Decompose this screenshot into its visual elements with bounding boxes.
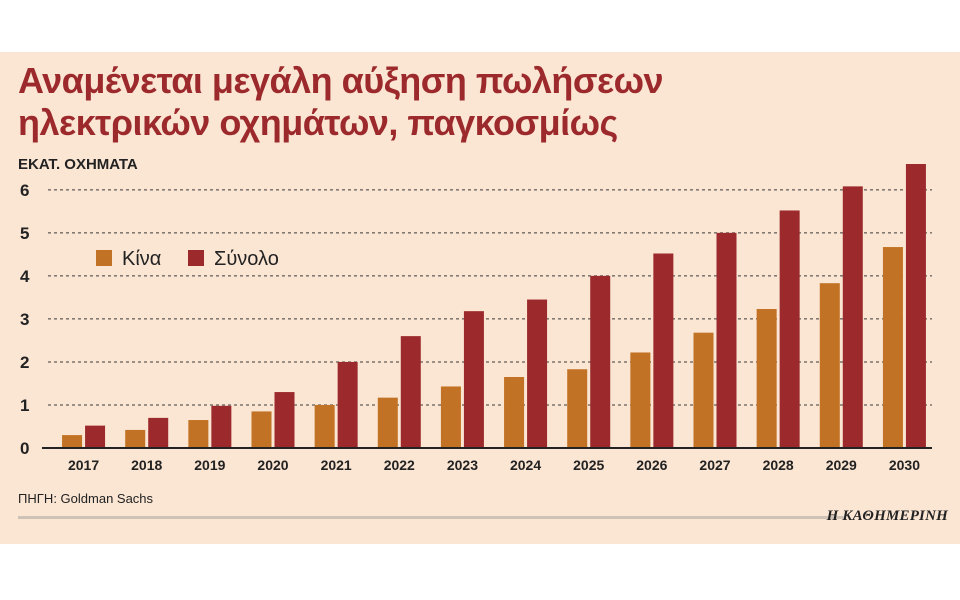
x-tick-label: 2025 xyxy=(573,457,604,473)
footer-rule xyxy=(18,516,844,519)
x-tick-label: 2024 xyxy=(510,457,541,473)
legend-swatch xyxy=(96,250,112,266)
y-tick-label: 3 xyxy=(20,310,29,329)
bar-total xyxy=(590,275,611,448)
y-tick-label: 5 xyxy=(20,224,29,243)
x-tick-label: 2019 xyxy=(194,457,225,473)
bar-china xyxy=(567,369,588,448)
y-tick-label: 6 xyxy=(20,181,29,200)
chart-panel xyxy=(0,52,960,544)
bar-china xyxy=(251,411,272,448)
bar-total xyxy=(274,392,295,448)
bar-total xyxy=(527,299,548,448)
x-tick-label: 2028 xyxy=(763,457,794,473)
bar-total xyxy=(148,417,169,448)
x-tick-label: 2026 xyxy=(636,457,667,473)
bar-china xyxy=(62,435,83,448)
bar-total xyxy=(716,232,737,448)
bar-total xyxy=(85,425,106,448)
chart-title: Αναμένεται μεγάλη αύξηση πωλήσεων ηλεκτρ… xyxy=(18,60,938,144)
bar-china xyxy=(504,377,525,448)
bar-total xyxy=(905,164,926,448)
legend-label: Σύνολο xyxy=(214,248,279,270)
bar-china xyxy=(882,247,903,448)
bar-china xyxy=(440,386,461,448)
bar-china xyxy=(314,404,335,448)
x-tick-label: 2029 xyxy=(826,457,857,473)
x-tick-label: 2017 xyxy=(68,457,99,473)
bar-total xyxy=(842,186,863,448)
bar-total xyxy=(400,336,421,448)
x-tick-label: 2021 xyxy=(321,457,352,473)
bar-china xyxy=(188,420,209,448)
bar-china xyxy=(693,332,714,448)
y-tick-label: 4 xyxy=(20,267,30,286)
bar-china xyxy=(377,397,398,448)
bar-china xyxy=(630,352,651,448)
x-tick-label: 2020 xyxy=(257,457,288,473)
source-note: ΠΗΓΗ: Goldman Sachs xyxy=(18,491,154,506)
bar-total xyxy=(337,361,358,448)
y-tick-label: 2 xyxy=(20,353,29,372)
y-tick-label: 0 xyxy=(20,439,29,458)
legend-label: Κίνα xyxy=(122,248,161,270)
y-axis-unit-label: ΕΚΑΤ. ΟΧΗΜΑΤΑ xyxy=(18,156,138,173)
bar-china xyxy=(125,429,146,448)
bar-total xyxy=(653,253,674,448)
publisher-logo: Η ΚΑΘΗΜΕΡΙΝΗ xyxy=(826,508,948,524)
bar-total xyxy=(211,405,232,448)
x-tick-label: 2022 xyxy=(384,457,415,473)
y-tick-label: 1 xyxy=(20,396,29,415)
x-tick-label: 2018 xyxy=(131,457,162,473)
chart-title-line-1: Αναμένεται μεγάλη αύξηση πωλήσεων xyxy=(18,60,664,101)
bar-total xyxy=(779,210,800,448)
bar-china xyxy=(819,283,840,448)
chart-title-line-2: ηλεκτρικών οχημάτων, παγκοσμίως xyxy=(18,102,618,143)
bar-total xyxy=(463,311,484,448)
bar-china xyxy=(756,309,777,448)
x-tick-label: 2030 xyxy=(889,457,920,473)
legend-swatch xyxy=(188,250,204,266)
x-tick-label: 2023 xyxy=(447,457,478,473)
x-tick-label: 2027 xyxy=(699,457,730,473)
